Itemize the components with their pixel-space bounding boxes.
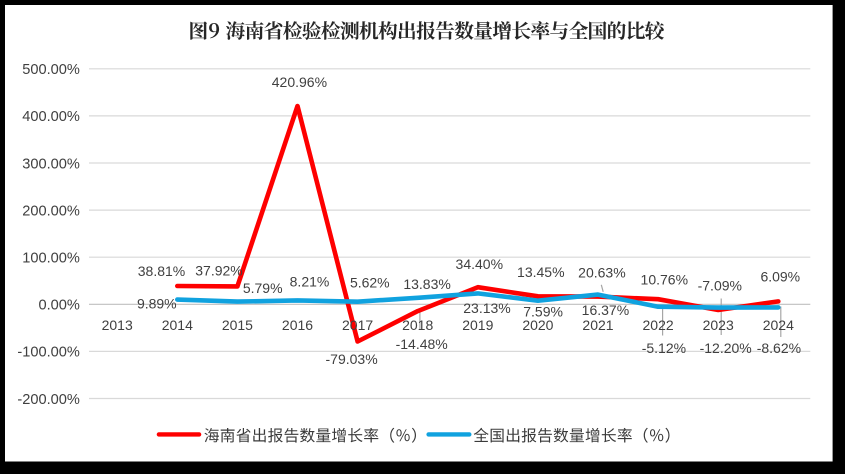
svg-text:100.00%: 100.00% <box>22 251 80 267</box>
svg-text:16.37%: 16.37% <box>582 302 629 318</box>
svg-text:5.62%: 5.62% <box>350 274 390 290</box>
svg-text:-14.48%: -14.48% <box>396 336 448 352</box>
svg-text:2023: 2023 <box>703 317 734 333</box>
svg-text:-79.03%: -79.03% <box>326 351 378 367</box>
svg-text:7.59%: 7.59% <box>523 304 563 320</box>
svg-text:-200.00%: -200.00% <box>17 392 79 408</box>
svg-text:8.21%: 8.21% <box>290 273 330 289</box>
svg-text:2021: 2021 <box>582 317 613 333</box>
svg-text:-8.62%: -8.62% <box>757 340 801 356</box>
svg-text:13.45%: 13.45% <box>517 264 564 280</box>
svg-text:2024: 2024 <box>763 317 794 333</box>
svg-text:0.00%: 0.00% <box>39 298 80 314</box>
svg-text:2019: 2019 <box>462 317 493 333</box>
svg-text:-7.09%: -7.09% <box>698 278 742 294</box>
svg-text:-5.12%: -5.12% <box>642 340 686 356</box>
svg-text:34.40%: 34.40% <box>456 256 503 272</box>
svg-text:13.83%: 13.83% <box>403 276 450 292</box>
svg-text:6.09%: 6.09% <box>760 268 800 284</box>
svg-text:2014: 2014 <box>162 317 193 333</box>
svg-text:2016: 2016 <box>282 317 313 333</box>
svg-text:420.96%: 420.96% <box>272 74 327 90</box>
svg-text:400.00%: 400.00% <box>22 109 80 125</box>
svg-text:37.92%: 37.92% <box>195 262 242 278</box>
svg-text:9.89%: 9.89% <box>137 296 177 312</box>
svg-text:5.79%: 5.79% <box>243 280 283 296</box>
svg-text:2015: 2015 <box>222 317 253 333</box>
svg-text:23.13%: 23.13% <box>463 300 510 316</box>
svg-text:-100.00%: -100.00% <box>17 345 79 361</box>
svg-text:2022: 2022 <box>643 317 674 333</box>
svg-text:2020: 2020 <box>522 317 553 333</box>
svg-text:10.76%: 10.76% <box>641 272 688 288</box>
svg-text:2013: 2013 <box>102 317 133 333</box>
svg-text:20.63%: 20.63% <box>578 265 625 281</box>
svg-text:2018: 2018 <box>402 317 433 333</box>
svg-text:38.81%: 38.81% <box>138 263 185 279</box>
svg-text:500.00%: 500.00% <box>22 62 80 78</box>
svg-text:-12.20%: -12.20% <box>700 340 752 356</box>
svg-text:2017: 2017 <box>342 317 373 333</box>
svg-text:200.00%: 200.00% <box>22 203 80 219</box>
svg-text:300.00%: 300.00% <box>22 156 80 172</box>
